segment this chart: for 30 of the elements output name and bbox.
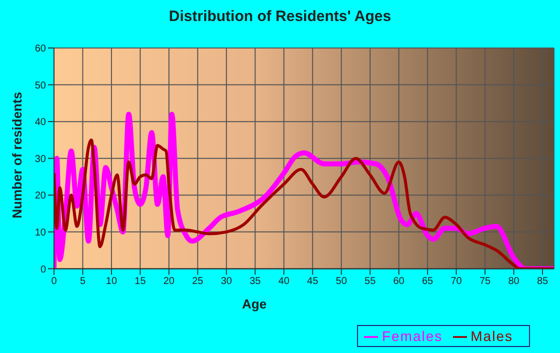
y-tick-label: 30 — [34, 154, 46, 165]
x-tick-label: 80 — [508, 276, 520, 287]
x-tick-label: 30 — [220, 276, 232, 287]
x-tick-label: 60 — [393, 276, 405, 287]
x-tick-label: 85 — [536, 276, 549, 287]
x-tick-label: 10 — [106, 276, 118, 287]
x-tick-label: 40 — [278, 276, 290, 287]
y-tick-label: 20 — [34, 190, 46, 202]
x-tick-label: 45 — [307, 276, 319, 287]
x-tick-label: 55 — [364, 276, 376, 287]
x-tick-label: 70 — [450, 276, 462, 287]
y-tick-label: 0 — [40, 264, 46, 276]
chart-title: Distribution of Residents' Ages — [168, 8, 392, 25]
legend-label: Females — [382, 328, 443, 344]
y-tick-label: 40 — [34, 117, 46, 128]
y-tick-label: 50 — [34, 80, 46, 92]
y-tick-label: 60 — [34, 44, 46, 55]
x-tick-label: 65 — [422, 276, 434, 287]
y-axis-title: Number of residents — [10, 92, 25, 218]
x-tick-label: 75 — [479, 276, 492, 287]
x-tick-label: 25 — [192, 276, 204, 287]
x-tick-label: 20 — [163, 276, 175, 287]
x-tick-label: 35 — [250, 276, 262, 287]
y-tick-label: 10 — [34, 227, 46, 238]
x-tick-label: 0 — [51, 276, 58, 287]
x-tick-label: 5 — [80, 276, 86, 287]
x-axis-title: Age — [242, 296, 267, 312]
legend-label: Males — [470, 328, 513, 344]
x-tick-label: 15 — [134, 276, 146, 287]
x-tick-label: 50 — [336, 276, 348, 287]
